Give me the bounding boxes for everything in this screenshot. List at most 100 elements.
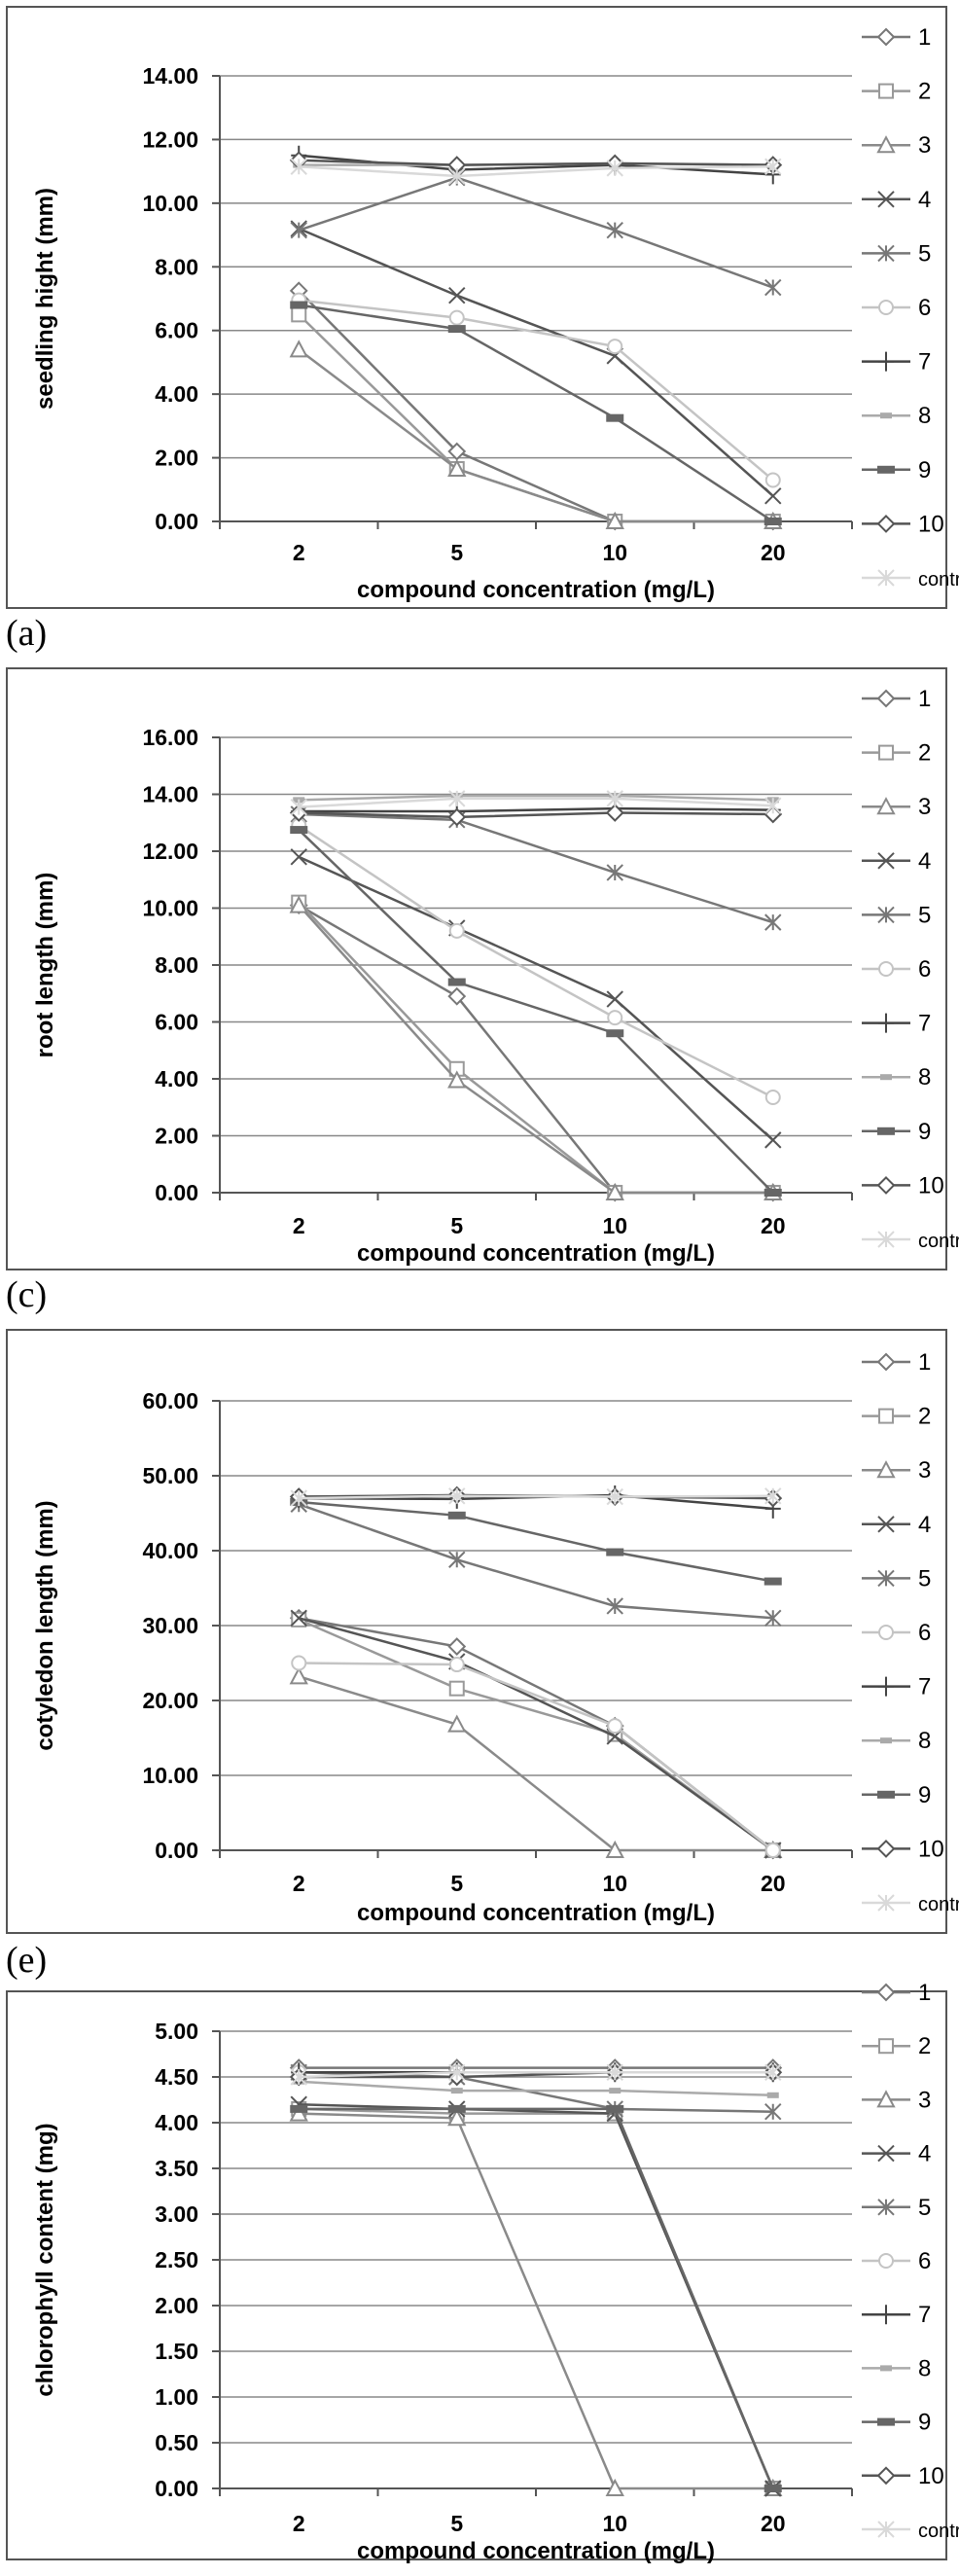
- y-tick-label: 8.00: [155, 254, 198, 279]
- legend-marker: [877, 244, 895, 263]
- legend-marker: [876, 1460, 896, 1479]
- legend-label: 3: [918, 132, 931, 159]
- legend-marker: [876, 2466, 896, 2486]
- y-tick-label: 14.00: [142, 63, 198, 89]
- series-line: [298, 176, 774, 289]
- series-line: [299, 811, 773, 819]
- panel-label-a: (a): [6, 613, 48, 654]
- y-tick-label: 2.50: [155, 2247, 198, 2272]
- legend-item-7: 7: [862, 1011, 931, 1037]
- series-line: [299, 2080, 773, 2097]
- series-9: [290, 826, 782, 1197]
- y-tick-label: 4.00: [155, 1066, 198, 1091]
- legend-label: 10: [918, 2463, 944, 2489]
- legend-marker: [877, 191, 895, 208]
- data-point: [764, 1189, 782, 1197]
- legend-item-3: 3: [862, 1457, 931, 1484]
- data-point: [290, 1489, 307, 1507]
- chart-frame: [6, 1329, 947, 1934]
- legend-item-3: 3: [862, 794, 931, 820]
- data-point: [290, 848, 307, 866]
- legend-marker: [876, 514, 896, 533]
- legend-marker: [878, 1013, 894, 1033]
- legend-label: 4: [918, 187, 931, 213]
- legend-label: 6: [918, 295, 931, 321]
- data-point: [447, 1714, 467, 1733]
- data-point: [605, 2478, 624, 2496]
- series-6: [291, 1655, 781, 1858]
- legend-label: 9: [918, 1119, 931, 1145]
- legend-label: 5: [918, 240, 931, 267]
- series-line: [298, 1503, 773, 1620]
- legend-label: 8: [918, 403, 931, 429]
- series-line: [298, 1617, 774, 1852]
- legend-marker: [876, 2090, 896, 2108]
- x-tick-label: 10: [602, 1871, 627, 1896]
- legend-item-8: 8: [862, 1728, 931, 1754]
- data-point: [290, 301, 308, 309]
- legend-label: 8: [918, 1064, 931, 1091]
- data-point: [289, 340, 308, 358]
- data-point: [605, 511, 624, 529]
- legend-item-control: control: [862, 569, 959, 590]
- legend-item-8: 8: [862, 403, 931, 429]
- y-tick-label: 10.00: [142, 1763, 198, 1788]
- data-point: [450, 2088, 463, 2094]
- legend-item-1: 1: [862, 1349, 931, 1376]
- legend-label: 8: [918, 2355, 931, 2381]
- legend-label: 1: [918, 1349, 931, 1376]
- legend-item-9: 9: [862, 457, 931, 483]
- x-tick-label: 10: [602, 2511, 627, 2536]
- series-6: [291, 292, 781, 488]
- legend-marker: [876, 1839, 896, 1858]
- legend-marker: [878, 1625, 894, 1640]
- legend-marker: [877, 852, 895, 870]
- data-point: [764, 2063, 782, 2082]
- series-line: [298, 855, 774, 1141]
- legend-item-10: 10: [862, 511, 944, 537]
- legend-marker: [877, 569, 895, 587]
- legend-label: 2: [918, 2033, 931, 2059]
- legend-marker: [877, 1231, 895, 1248]
- legend-label: 8: [918, 1728, 931, 1754]
- legend-item-10: 10: [862, 2463, 944, 2489]
- legend-label: 2: [918, 1404, 931, 1430]
- legend-label: 3: [918, 2087, 931, 2113]
- series-6: [291, 817, 781, 1106]
- data-point: [448, 1487, 466, 1505]
- legend-item-6: 6: [862, 2248, 931, 2274]
- data-point: [606, 790, 623, 807]
- legend-label: 10: [918, 1836, 944, 1862]
- legend-marker: [876, 1983, 896, 2002]
- y-tick-label: 14.00: [142, 782, 198, 807]
- y-tick-label: 6.00: [155, 1010, 198, 1035]
- legend-marker: [876, 1352, 896, 1372]
- data-point: [448, 1680, 465, 1697]
- legend-marker: [880, 1737, 892, 1744]
- data-point: [289, 1666, 308, 1685]
- y-tick-label: 1.00: [155, 2384, 198, 2410]
- data-point: [448, 287, 466, 304]
- legend-item-7: 7: [862, 1674, 931, 1700]
- series-9: [290, 301, 782, 525]
- y-axis-title: seedling hight (mm): [32, 188, 58, 410]
- data-point: [764, 1487, 782, 1505]
- data-point: [764, 1609, 782, 1628]
- y-tick-label: 10.00: [142, 191, 198, 216]
- legend-label: 7: [918, 1011, 931, 1037]
- series-line: [298, 348, 773, 523]
- series-line: [299, 1494, 773, 1500]
- legend-item-8: 8: [862, 1064, 931, 1091]
- x-tick-label: 20: [761, 1213, 786, 1238]
- legend-marker: [878, 744, 894, 761]
- y-tick-label: 10.00: [142, 896, 198, 921]
- series-line: [299, 794, 773, 802]
- chart-chlorophyll-content: 0.00 0.50 1.00 1.50 2.00 2.50 3.00 3.50 4.00 4.50…: [6, 1980, 959, 2564]
- legend-label: 4: [918, 2141, 931, 2167]
- chart-frame: [6, 1990, 947, 2560]
- legend-item-7: 7: [862, 349, 931, 376]
- data-point: [607, 1010, 623, 1026]
- legend-label: 3: [918, 1457, 931, 1484]
- y-tick-label: 5.00: [155, 2019, 198, 2044]
- data-point: [605, 804, 624, 822]
